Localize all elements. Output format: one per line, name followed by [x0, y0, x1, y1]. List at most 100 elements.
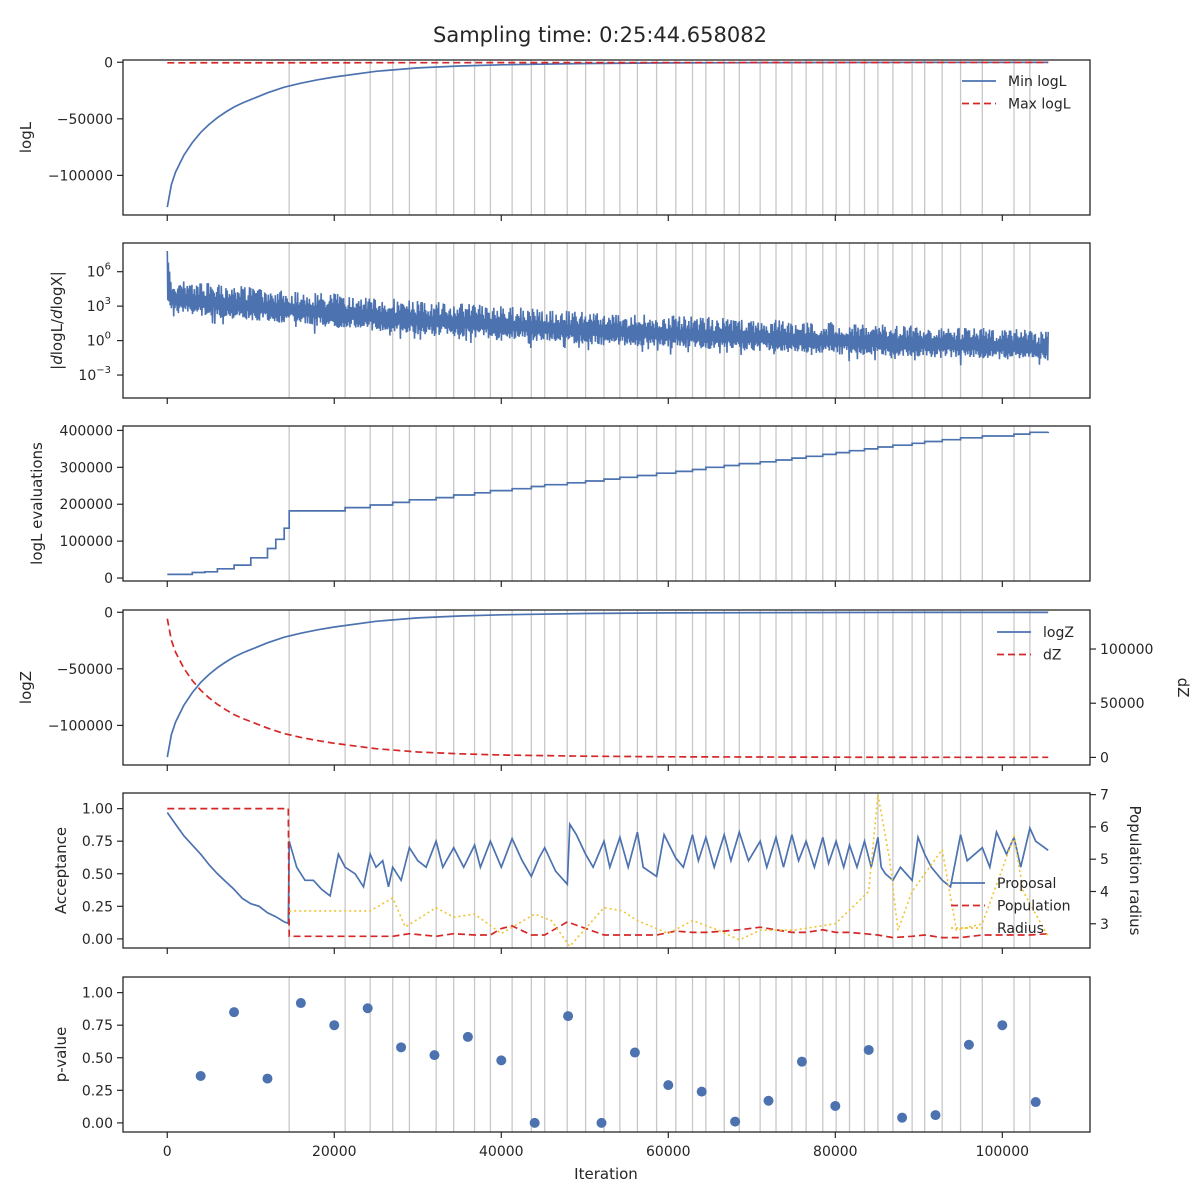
series-group: [166, 250, 1049, 366]
legend-label: logZ: [1043, 625, 1074, 641]
scatter-point: [730, 1116, 741, 1127]
y-tick-label: −100000: [48, 168, 113, 184]
insertion-lines: [288, 793, 1031, 948]
y-axis-label: |dlogL/dlogX|: [48, 271, 66, 370]
plot-frame: [122, 425, 1091, 582]
y-axis-label: logZ: [17, 671, 35, 704]
y-right-tick-label: 100000: [1100, 642, 1153, 658]
legend: logZ dZ: [997, 625, 1074, 664]
legend-label: Radius: [997, 921, 1044, 937]
scatter-point: [1030, 1097, 1041, 1108]
y-tick-label: 103: [87, 296, 111, 315]
legend: Proposal Population Radius: [951, 876, 1071, 937]
scatter-point: [229, 1007, 240, 1018]
panel-logL: 0 −50000 −100000 logL Min logL Max logL: [17, 55, 1091, 221]
scatter-point: [295, 998, 306, 1009]
plot-frame: [122, 976, 1091, 1133]
y-tick-label: 100000: [60, 534, 113, 550]
y-right-tick-label: 0: [1100, 750, 1109, 766]
x-tick-label: 0: [163, 1144, 172, 1160]
y-tick-label: 100: [87, 331, 111, 350]
legend-label: Population: [997, 899, 1071, 915]
y-axis-label: p-value: [52, 1027, 70, 1083]
series-dz: [166, 618, 1049, 759]
scatter-point: [563, 1011, 574, 1022]
panel-pvalue: 0.00 0.25 0.50 0.75 1.00 p-value 0 20000 40000 60…: [52, 976, 1091, 1160]
insertion-lines: [288, 243, 1031, 398]
scatter-point: [696, 1086, 707, 1097]
scatter-point: [930, 1110, 941, 1121]
y-tick-label: 0.00: [82, 932, 113, 948]
legend: Min logL Max logL: [962, 74, 1071, 113]
series-logz: [166, 611, 1049, 758]
y-tick-label: 300000: [60, 460, 113, 476]
y-tick-label: 400000: [60, 423, 113, 439]
y-tick-label: 10−3: [78, 365, 111, 384]
y-right-tick-label: 5: [1100, 852, 1109, 868]
panel-evaluations: 0 100000 200000 300000 400000 logL evaluation…: [28, 423, 1091, 587]
y-tick-label: 0.00: [82, 1116, 113, 1132]
scatter-point: [429, 1050, 440, 1061]
y-right-tick-label: 6: [1100, 820, 1109, 836]
scatter-point: [796, 1056, 807, 1067]
y-right-tick-label: 50000: [1100, 696, 1145, 712]
panels: 0 −50000 −100000 logL Min logL Max logL 106 103…: [17, 55, 1192, 1160]
y-right-tick-label: 4: [1100, 884, 1109, 900]
y-axis-label: logL evaluations: [28, 442, 46, 565]
y-right-axis-label: Population radius: [1126, 806, 1144, 936]
series-group: [195, 998, 1041, 1128]
y-tick-label: 106: [87, 262, 111, 281]
insertion-lines: [288, 610, 1031, 765]
scatter-point: [963, 1039, 974, 1050]
y-tick-label: 0: [104, 571, 113, 587]
series-min-logl: [166, 61, 1049, 208]
y-tick-label: 0.50: [82, 867, 113, 883]
insertion-lines: [288, 60, 1031, 215]
x-axis-label: Iteration: [574, 1165, 638, 1183]
y-tick-label: 0.25: [82, 1083, 113, 1099]
scatter-point: [396, 1042, 407, 1053]
scatter-point: [863, 1044, 874, 1055]
scatter-point: [496, 1055, 507, 1066]
y-right-tick-label: 3: [1100, 917, 1109, 933]
scatter-point: [195, 1070, 206, 1081]
series-evaluations: [167, 431, 1050, 576]
series-population: [167, 807, 1049, 939]
scatter-point: [462, 1031, 473, 1042]
legend-label: dZ: [1043, 648, 1061, 664]
scatter-point: [596, 1117, 607, 1128]
plot-frame: [122, 609, 1091, 766]
x-tick-label: 80000: [813, 1144, 858, 1160]
legend-label: Max logL: [1008, 97, 1071, 113]
x-tick-label: 100000: [976, 1144, 1029, 1160]
y-tick-label: 1.00: [82, 802, 113, 818]
panel-gradient: 106 103 100 10−3 |dlogL/dlogX|: [48, 242, 1091, 404]
series-group: [166, 61, 1049, 208]
legend-label: Proposal: [997, 876, 1056, 892]
legend-label: Min logL: [1008, 74, 1067, 90]
series-gradient: [166, 250, 1049, 366]
scatter-point: [262, 1073, 273, 1084]
y-tick-label: 0.75: [82, 834, 113, 850]
plot-frame: [122, 59, 1091, 216]
y-tick-label: 0: [104, 605, 113, 621]
scatter-point: [329, 1020, 340, 1031]
scatter-point: [663, 1080, 674, 1091]
y-axis-label: Acceptance: [52, 827, 70, 914]
y-tick-label: 200000: [60, 497, 113, 513]
scatter-point: [629, 1047, 640, 1058]
x-tick-label: 60000: [646, 1144, 691, 1160]
insertion-lines: [288, 426, 1031, 581]
series-radius: [289, 794, 1049, 948]
scatter-point: [362, 1003, 373, 1014]
x-tick-label: 20000: [312, 1144, 357, 1160]
scatter-point: [763, 1095, 774, 1106]
series-group: [166, 794, 1049, 948]
y-axis-label: logL: [17, 121, 35, 153]
y-right-tick-label: 7: [1100, 788, 1109, 804]
scatter-point: [529, 1117, 540, 1128]
scatter-point: [830, 1100, 841, 1111]
y-tick-label: 0: [104, 55, 113, 71]
panel-evidence: 0 −50000 −100000 0 50000 100000 logZ dZ logZ dZ: [17, 605, 1192, 771]
plot-frame: [122, 242, 1091, 399]
